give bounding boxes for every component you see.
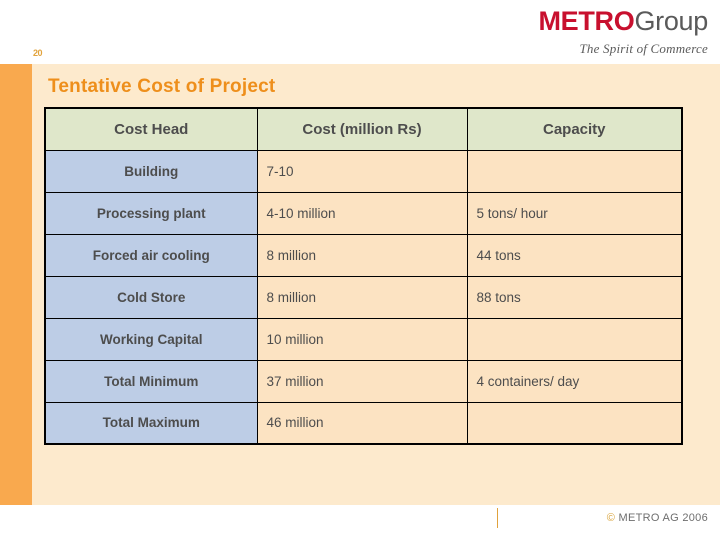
logo-tagline: The Spirit of Commerce — [579, 41, 708, 56]
cell-capacity — [466, 401, 683, 445]
cell-cost: 7-10 — [256, 149, 468, 193]
cell-cost: 10 million — [256, 317, 468, 361]
table-row: Cold Store 8 million 88 tons — [44, 275, 683, 319]
cost-table: Cost Head Cost (million Rs) Capacity Bui… — [44, 107, 683, 445]
cell-capacity — [466, 317, 683, 361]
table-row: Building 7-10 — [44, 149, 683, 193]
cell-cost: 46 million — [256, 401, 468, 445]
column-header-cost-head: Cost Head — [44, 107, 258, 151]
cell-cost: 8 million — [256, 275, 468, 319]
table-row: Processing plant 4-10 million 5 tons/ ho… — [44, 191, 683, 235]
cell-cost-head: Building — [44, 149, 258, 193]
column-header-capacity: Capacity — [466, 107, 683, 151]
cell-capacity — [466, 149, 683, 193]
metro-group-logo: METROGroup The Spirit of Commerce — [538, 8, 708, 56]
copyright-text: METRO AG 2006 — [618, 512, 708, 524]
slide-footer — [0, 505, 720, 540]
cell-cost-head: Working Capital — [44, 317, 258, 361]
table-header-row: Cost Head Cost (million Rs) Capacity — [44, 107, 683, 151]
table-row: Forced air cooling 8 million 44 tons — [44, 233, 683, 277]
slide-header: METROGroup The Spirit of Commerce 20 — [0, 0, 720, 64]
cell-cost-head: Total Maximum — [44, 401, 258, 445]
table-row: Working Capital 10 million — [44, 317, 683, 361]
copyright-notice: © METRO AG 2006 — [607, 512, 708, 524]
cell-cost-head: Processing plant — [44, 191, 258, 235]
table-row: Total Maximum 46 million — [44, 401, 683, 445]
cell-cost: 37 million — [256, 359, 468, 403]
left-accent-bar — [0, 64, 32, 505]
cell-cost: 8 million — [256, 233, 468, 277]
page-number: 20 — [33, 48, 43, 58]
cell-cost-head: Cold Store — [44, 275, 258, 319]
footer-divider-tick — [497, 508, 498, 528]
column-header-cost: Cost (million Rs) — [256, 107, 468, 151]
cell-cost-head: Total Minimum — [44, 359, 258, 403]
cell-capacity: 44 tons — [466, 233, 683, 277]
cell-cost-head: Forced air cooling — [44, 233, 258, 277]
logo-group-text: Group — [634, 6, 708, 36]
cell-capacity: 4 containers/ day — [466, 359, 683, 403]
copyright-icon: © — [606, 512, 616, 524]
cell-capacity: 5 tons/ hour — [466, 191, 683, 235]
table-row: Total Minimum 37 million 4 containers/ d… — [44, 359, 683, 403]
logo-wordmark: METROGroup — [538, 8, 708, 35]
page-title: Tentative Cost of Project — [48, 76, 276, 97]
cell-capacity: 88 tons — [466, 275, 683, 319]
cell-cost: 4-10 million — [256, 191, 468, 235]
logo-metro-text: METRO — [538, 6, 635, 36]
